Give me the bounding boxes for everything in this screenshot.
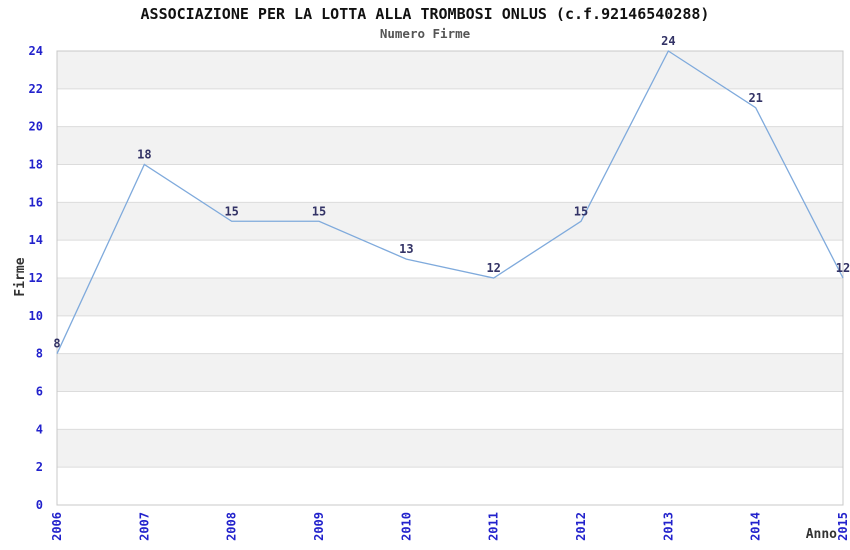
grid-band bbox=[57, 164, 843, 203]
data-point-label: 15 bbox=[574, 204, 588, 218]
y-tick-label: 10 bbox=[29, 309, 43, 323]
grid-band bbox=[57, 278, 843, 316]
data-point-label: 21 bbox=[748, 91, 762, 105]
x-tick-label: 2009 bbox=[312, 512, 326, 541]
grid-band bbox=[57, 240, 843, 278]
x-tick-label: 2012 bbox=[574, 512, 588, 541]
x-tick-label: 2014 bbox=[749, 512, 763, 541]
x-axis-label: Anno bbox=[805, 527, 837, 542]
y-tick-label: 8 bbox=[36, 347, 43, 361]
data-point-label: 8 bbox=[53, 337, 60, 351]
x-tick-label: 2015 bbox=[836, 512, 850, 541]
y-tick-label: 18 bbox=[29, 158, 43, 172]
y-tick-label: 22 bbox=[29, 82, 43, 96]
data-point-label: 12 bbox=[486, 261, 500, 275]
grid-band bbox=[57, 391, 843, 430]
x-tick-label: 2008 bbox=[225, 512, 239, 541]
x-tick-label: 2007 bbox=[137, 512, 151, 541]
data-point-label: 18 bbox=[137, 148, 151, 162]
grid-band bbox=[57, 88, 843, 127]
data-point-label: 15 bbox=[312, 204, 326, 218]
x-tick-label: 2006 bbox=[50, 512, 64, 541]
y-tick-label: 2 bbox=[36, 460, 43, 474]
chart-title: ASSOCIAZIONE PER LA LOTTA ALLA TROMBOSI … bbox=[140, 5, 710, 23]
x-tick-label: 2013 bbox=[661, 512, 675, 541]
x-tick-label: 2011 bbox=[487, 512, 501, 541]
grid-band bbox=[57, 51, 843, 89]
series-line bbox=[56, 50, 844, 354]
data-point-label: 12 bbox=[836, 261, 850, 275]
grid-band bbox=[57, 467, 843, 505]
grid-band bbox=[57, 429, 843, 468]
y-tick-label: 24 bbox=[29, 44, 43, 58]
data-point-label: 13 bbox=[399, 242, 413, 256]
y-tick-label: 0 bbox=[36, 498, 43, 512]
y-tick-label: 6 bbox=[36, 385, 43, 399]
y-tick-label: 16 bbox=[29, 195, 43, 209]
data-point-label: 15 bbox=[224, 204, 238, 218]
y-tick-label: 4 bbox=[36, 422, 43, 436]
grid-band bbox=[57, 315, 843, 354]
y-tick-label: 12 bbox=[29, 271, 43, 285]
grid-band bbox=[57, 202, 843, 241]
grid-band bbox=[57, 126, 843, 165]
chart-subtitle: Numero Firme bbox=[379, 26, 471, 41]
grid-band bbox=[57, 353, 843, 392]
data-point-label: 24 bbox=[661, 34, 675, 48]
y-tick-label: 20 bbox=[29, 120, 43, 134]
y-tick-label: 14 bbox=[29, 233, 43, 247]
x-tick-label: 2010 bbox=[399, 512, 413, 541]
